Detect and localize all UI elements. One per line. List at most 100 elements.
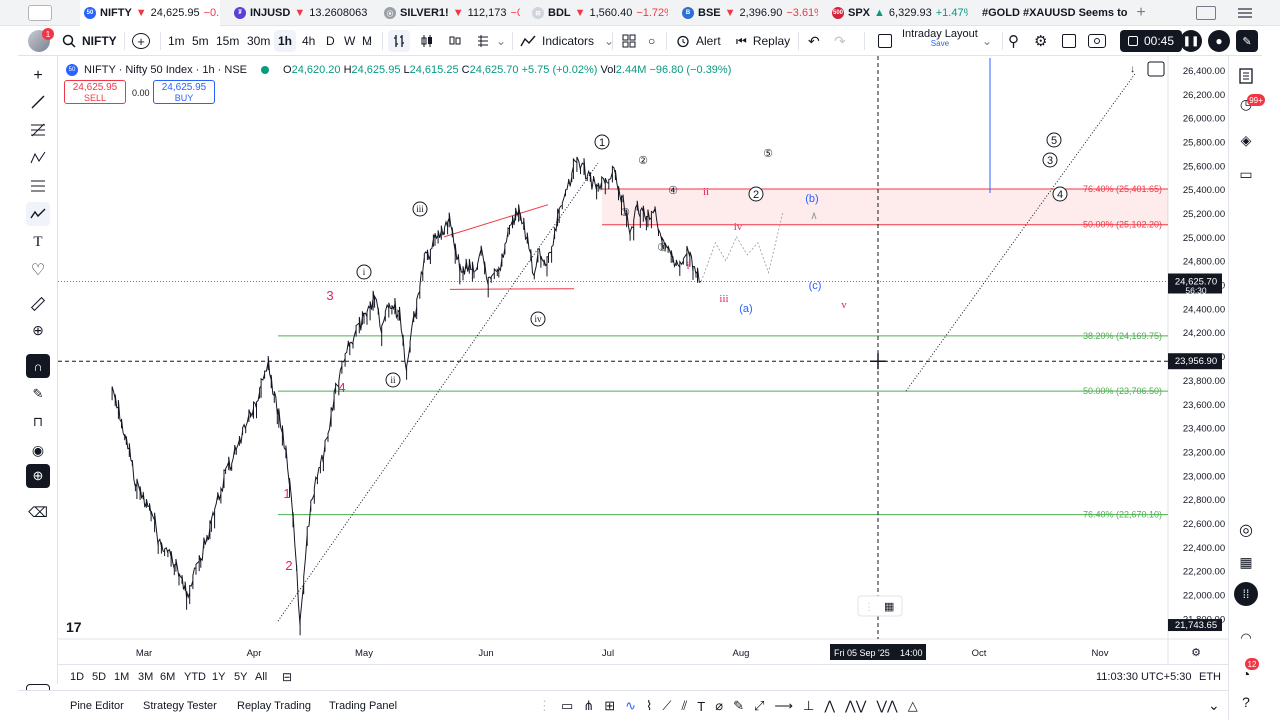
crosshair-tool-icon[interactable]: + — [33, 67, 43, 84]
layout-chevron-icon[interactable]: ⌄ — [982, 34, 993, 48]
session-toggle[interactable]: ETH — [1199, 671, 1221, 683]
range-1y[interactable]: 1Y — [212, 671, 226, 683]
recording-timer[interactable]: 00:45 — [1120, 30, 1183, 52]
forecast-tool-icon[interactable] — [26, 174, 50, 198]
xabcd-icon[interactable]: ⋁⋀ — [876, 698, 898, 713]
pen-icon[interactable]: ✎ — [1236, 30, 1258, 52]
bottom-tab-strategy-tester[interactable]: Strategy Tester — [143, 700, 217, 712]
tab-bse[interactable]: B BSE▼2,396.90−3.61% — [678, 0, 818, 26]
drawing-favorites-bar[interactable]: ⋮ ▭ ⋔ ⊞ ∿ ⌇ ⟋ ⫽ T ⌀ ✎ ⤢ ⟶ ⊥ ⋀ ⋀⋁ ⋁⋀ △ — [538, 696, 1048, 716]
triangle-icon[interactable]: △ — [907, 698, 918, 713]
tab-silver1-[interactable]: ⦿ SILVER1!▼112,173−0 — [380, 0, 520, 26]
eye-icon[interactable]: ◉ — [31, 441, 45, 458]
apps-grid-icon[interactable]: ⁞⁞ — [1234, 582, 1258, 606]
symbol-search[interactable]: NIFTY — [62, 30, 117, 52]
quick-search-icon[interactable]: ⚲ — [1008, 33, 1019, 50]
brush-icon[interactable]: ⌀ — [715, 698, 724, 713]
bell-icon[interactable]: ◔ — [1241, 666, 1251, 682]
abcd-icon[interactable]: ⋀ — [824, 698, 836, 713]
calendar-icon[interactable]: ▦ — [1239, 553, 1253, 570]
target-icon[interactable]: ◎ — [1239, 522, 1253, 539]
elliott-wave-tool-icon[interactable] — [26, 202, 50, 226]
undo-icon[interactable]: ↶ — [808, 32, 820, 49]
fib-tool-icon[interactable] — [26, 118, 50, 142]
range-1d[interactable]: 1D — [70, 671, 85, 683]
camera-icon[interactable] — [1088, 34, 1106, 48]
heart-icon[interactable]: ♡ — [30, 262, 46, 279]
goto-date-icon[interactable]: ⊟ — [282, 670, 293, 684]
help-icon[interactable]: ? — [1242, 694, 1250, 710]
sell-button[interactable]: 24,625.95 SELL — [64, 80, 126, 104]
magnet-icon[interactable]: ∩ — [26, 354, 50, 378]
legend-title[interactable]: NIFTY · Nifty 50 Index · 1h · NSE — [84, 64, 248, 76]
interval-dropdown-chevron-icon[interactable]: ⌄ — [364, 34, 375, 48]
range-6m[interactable]: 6M — [160, 671, 176, 683]
range-3m[interactable]: 3M — [138, 671, 154, 683]
layout-grid-icon[interactable] — [620, 30, 638, 52]
redo-icon[interactable]: ↷ — [834, 32, 846, 49]
tab-bdl[interactable]: ⊟ BDL▼1,560.40−1.72% — [528, 0, 668, 26]
tab-nifty[interactable]: 50 NIFTY ▼ 24,625.95 −0. — [80, 0, 220, 26]
range-1m[interactable]: 1M — [114, 671, 130, 683]
interval-4h[interactable]: 4h — [302, 34, 316, 48]
interval-30m[interactable]: 30m — [247, 34, 271, 48]
pencil-lock-icon[interactable]: ✎ — [32, 386, 44, 401]
elliott-icon[interactable]: ⋀⋁ — [845, 698, 867, 713]
chart-pane[interactable]: 76.40% (25,401.65) 50.00% (25,102.20) 38.2… — [58, 56, 1228, 664]
projection-icon[interactable]: ⟋ — [662, 698, 672, 713]
interval-15m[interactable]: 15m — [216, 34, 240, 48]
object-tree-icon[interactable]: ○ — [648, 34, 656, 48]
pen-tool-icon[interactable]: ✎ — [733, 698, 744, 713]
replay-button[interactable]: ⏮ Replay — [736, 30, 790, 52]
ray-icon[interactable]: ⤢ — [753, 698, 765, 713]
globe-icon[interactable]: ⊕ — [26, 464, 50, 488]
interval-D[interactable]: D — [326, 34, 335, 48]
broadcast-icon[interactable]: ◠ — [1240, 630, 1252, 645]
bottom-tab-pine-editor[interactable]: Pine Editor — [70, 700, 124, 712]
pause-icon[interactable]: ❚❚ — [1180, 30, 1202, 52]
arrow-icon[interactable]: ⟶ — [774, 698, 794, 713]
watchlist-icon[interactable] — [1234, 64, 1258, 88]
layout-name-button[interactable]: Intraday Layout Save — [902, 28, 978, 52]
rectangle-icon[interactable]: ▭ — [561, 698, 574, 713]
trend-line-tool-icon[interactable] — [26, 90, 50, 114]
compare-symbol-icon[interactable]: + — [132, 33, 150, 49]
layers-icon[interactable]: ◈ — [1240, 131, 1252, 148]
interval-M[interactable]: M — [362, 34, 372, 48]
lock-icon[interactable]: ⊓ — [32, 414, 44, 429]
interval-5m[interactable]: 5m — [192, 34, 209, 48]
gear-icon[interactable]: ⚙ — [1034, 33, 1048, 50]
fullscreen-icon[interactable] — [1062, 34, 1076, 48]
alert-button[interactable]: Alert — [676, 30, 721, 52]
zoom-in-icon[interactable]: ⊕ — [32, 321, 44, 338]
interval-W[interactable]: W — [344, 34, 356, 48]
layout-select-icon[interactable] — [878, 34, 892, 48]
range-ytd[interactable]: YTD — [184, 671, 206, 683]
menu-icon[interactable] — [1236, 6, 1254, 20]
gann-icon[interactable]: ⊞ — [604, 698, 616, 713]
fork-icon[interactable]: ⋔ — [583, 698, 595, 713]
tab-spx[interactable]: 500 SPX▲6,329.93+1.47% — [828, 0, 968, 26]
bar-chart-type-icon[interactable] — [388, 30, 410, 52]
bottom-tab-trading-panel[interactable]: Trading Panel — [329, 700, 398, 712]
price-chart[interactable]: 76.40% (25,401.65) 50.00% (25,102.20) 38.2… — [58, 56, 1228, 664]
text-icon[interactable]: T — [697, 698, 706, 714]
window-layout-icon[interactable] — [1196, 6, 1216, 20]
chart-type-chevron-icon[interactable]: ⌄ — [496, 34, 507, 48]
channel-icon[interactable]: ⫽ — [681, 698, 688, 713]
pattern-tool-icon[interactable] — [26, 146, 50, 170]
buy-button[interactable]: 24,625.95 BUY — [153, 80, 215, 104]
interval-1h[interactable]: 1h — [274, 30, 297, 52]
tab--gold-xauusd-seems-to[interactable]: #GOLD #XAUUSD Seems to — [978, 0, 1128, 26]
wave-icon[interactable]: ∿ — [625, 698, 637, 713]
price-range-icon[interactable]: ⊥ — [803, 698, 815, 713]
candle-chart-type-icon[interactable] — [416, 30, 438, 52]
sidebar-toggle-icon[interactable] — [28, 5, 52, 21]
path-icon[interactable]: ⌇ — [646, 698, 653, 713]
new-tab-button[interactable]: + — [1136, 4, 1146, 21]
floating-toolbar[interactable] — [857, 595, 903, 617]
scale-settings-icon[interactable] — [1147, 61, 1165, 77]
indicators-button[interactable]: Indicators ⌄ — [520, 30, 614, 52]
clock-display[interactable]: 11:03:30 UTC+5:30 — [1096, 671, 1192, 683]
range-all[interactable]: All — [255, 671, 268, 683]
